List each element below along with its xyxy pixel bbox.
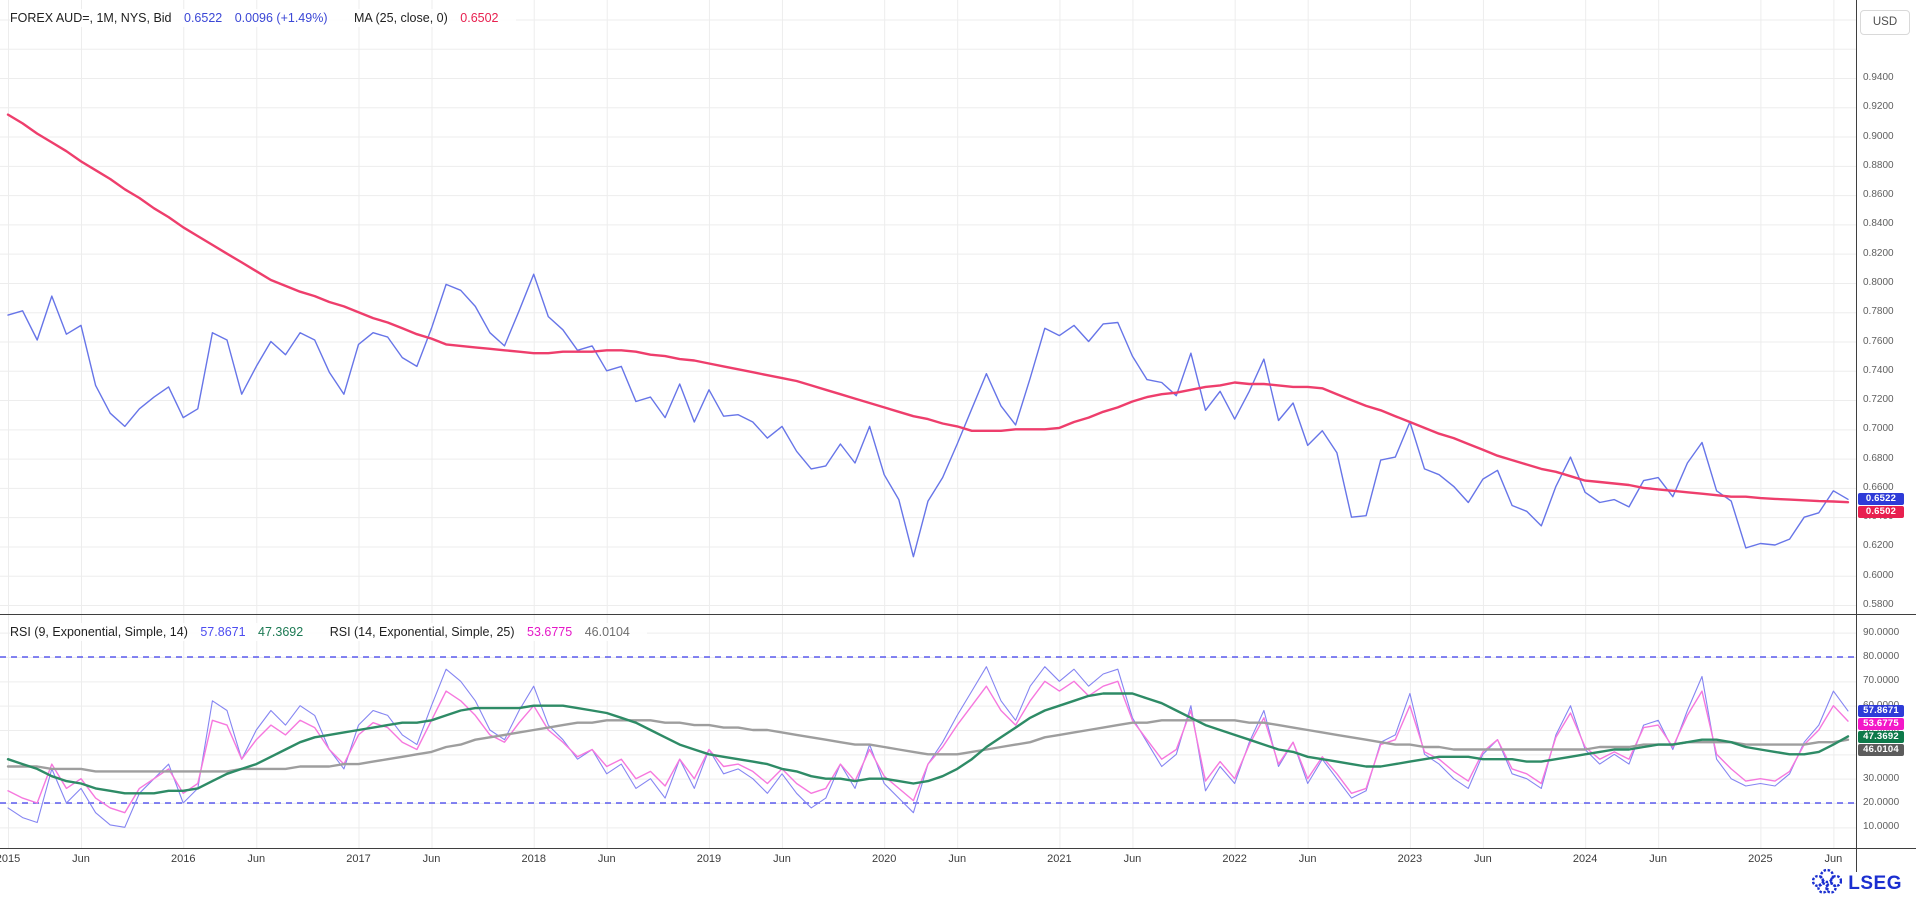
panel-dividers xyxy=(0,0,1916,872)
rsi-legend: RSI (9, Exponential, Simple, 14) 57.8671… xyxy=(10,623,647,641)
time-axis-tick: 2020 xyxy=(871,853,897,865)
time-axis-tick: 2024 xyxy=(1572,853,1598,865)
time-axis-tick: 2021 xyxy=(1047,853,1072,865)
lseg-emblem-icon xyxy=(1812,868,1843,899)
price-axis-tick: 0.9000 xyxy=(1863,130,1894,142)
price-change-value: 0.0096 (+1.49%) xyxy=(234,11,328,25)
time-axis-tick: Jun xyxy=(597,853,616,865)
rsi-axis-tick: 10.0000 xyxy=(1863,821,1900,833)
price-axis-tick: 0.8600 xyxy=(1863,189,1894,201)
time-axis-tick: 2022 xyxy=(1222,853,1247,865)
last-value-badge: 57.8671 xyxy=(1858,704,1904,717)
time-axis-tick: Jun xyxy=(1474,853,1492,865)
rsi14-ma-line xyxy=(6,719,1850,773)
rsi9-legend-label[interactable]: RSI (9, Exponential, Simple, 14) xyxy=(10,625,188,639)
time-axis-tick: 2017 xyxy=(346,853,371,865)
last-value-badge: 46.0104 xyxy=(1858,743,1904,756)
lseg-logo: LSEG xyxy=(1812,868,1902,899)
time-axis-tick: Jun xyxy=(1824,853,1843,865)
rsi14-ma-value: 46.0104 xyxy=(584,625,630,639)
rsi9-value: 57.8671 xyxy=(200,625,246,639)
price-line xyxy=(7,273,1849,558)
price-axis-tick: 0.6000 xyxy=(1863,569,1894,581)
price-axis-tick: 0.7000 xyxy=(1863,423,1894,435)
price-axis-tick: 0.7400 xyxy=(1863,364,1894,376)
ma-value: 0.6502 xyxy=(460,11,499,25)
time-axis-tick: 2015 xyxy=(0,853,21,865)
time-axis-tick: Jun xyxy=(948,853,967,865)
time-axis-tick: Jun xyxy=(1649,853,1668,865)
price-axis-tick: 0.7600 xyxy=(1863,335,1894,347)
price-axis-tick: 0.8800 xyxy=(1863,159,1894,171)
last-value-badge: 47.3692 xyxy=(1858,730,1904,743)
last-value-badge: 53.6775 xyxy=(1858,717,1904,730)
price-axis-tick: 0.7200 xyxy=(1863,394,1894,406)
price-axis-tick: 0.9400 xyxy=(1863,72,1894,83)
price-axis-tick: 0.7800 xyxy=(1863,306,1894,318)
rsi-axis-tick: 80.0000 xyxy=(1863,651,1900,662)
time-axis-tick: Jun xyxy=(1298,853,1317,865)
ma-legend-label[interactable]: MA (25, close, 0) xyxy=(353,11,448,25)
time-axis-tick: Jun xyxy=(72,853,90,865)
price-legend: FOREX AUD=, 1M, NYS, Bid 0.6522 0.0096 (… xyxy=(10,9,516,27)
price-axis-tick: 0.8200 xyxy=(1863,247,1894,259)
rsi14-line xyxy=(7,680,1849,814)
price-axis-tick: 0.5800 xyxy=(1863,599,1894,610)
time-axis-tick: 2018 xyxy=(521,853,546,865)
ma-line xyxy=(6,113,1850,504)
time-axis-tick: 2025 xyxy=(1748,853,1773,865)
last-value-badge: 0.6522 xyxy=(1858,493,1904,506)
rsi-band-lines xyxy=(0,656,1856,804)
rsi-axis-tick: 20.0000 xyxy=(1863,797,1900,808)
rsi-axis-tick: 30.0000 xyxy=(1863,772,1900,784)
price-axis-tick: 0.8000 xyxy=(1863,276,1894,288)
last-value-badge: 0.6502 xyxy=(1858,506,1904,519)
time-axis-tick: Jun xyxy=(773,853,791,865)
currency-axis-button[interactable]: USD xyxy=(1860,10,1910,35)
rsi9-ma-value: 47.3692 xyxy=(258,625,304,639)
time-axis-tick: Jun xyxy=(1123,853,1142,865)
price-axis-tick: 0.9200 xyxy=(1863,101,1894,113)
gridlines xyxy=(0,0,1856,848)
time-axis-tick: Jun xyxy=(247,853,266,865)
rsi14-legend-label[interactable]: RSI (14, Exponential, Simple, 25) xyxy=(329,625,515,639)
rsi-axis-tick: 90.0000 xyxy=(1863,626,1900,638)
price-axis-tick: 0.6600 xyxy=(1863,481,1894,493)
price-axis-tick: 0.6800 xyxy=(1863,452,1894,464)
lseg-wordmark: LSEG xyxy=(1848,872,1902,894)
last-price-value: 0.6522 xyxy=(184,11,223,25)
time-axis-tick: 2016 xyxy=(170,853,196,865)
time-axis-tick: 2019 xyxy=(696,853,722,865)
rsi-axis-tick: 70.0000 xyxy=(1863,675,1900,687)
price-axis-tick: 0.6200 xyxy=(1863,540,1894,552)
price-axis-tick: 0.8400 xyxy=(1863,218,1894,230)
time-axis-tick: 2023 xyxy=(1397,853,1423,865)
time-axis-tick: Jun xyxy=(422,853,441,865)
instrument-title[interactable]: FOREX AUD=, 1M, NYS, Bid xyxy=(10,11,172,25)
rsi14-value: 53.6775 xyxy=(527,625,573,639)
rsi9-ma-line xyxy=(6,692,1850,795)
